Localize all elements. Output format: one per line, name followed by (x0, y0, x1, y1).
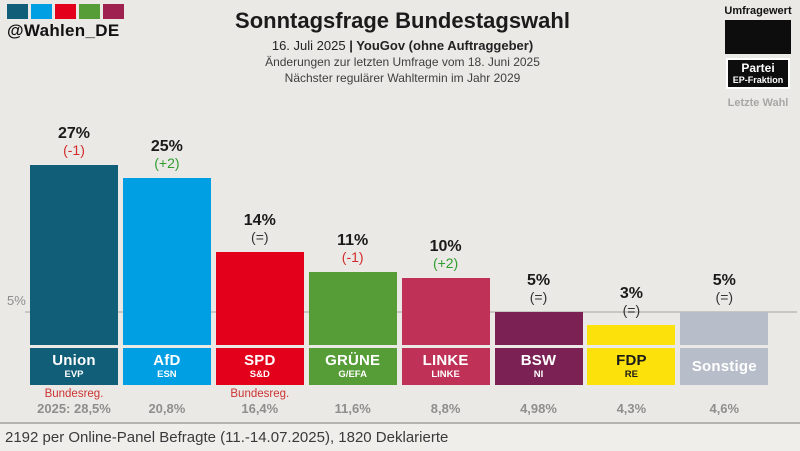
party-name: Union (52, 351, 96, 369)
logo-square (103, 4, 124, 19)
party-label-box: BSW NI (494, 348, 583, 385)
party-group: S&D (249, 369, 270, 381)
party-label-box: LINKE LINKE (401, 348, 490, 385)
bar-column: 25% (+2) AfD ESN 20,8% (122, 0, 211, 425)
legend-fraktion-label: EP-Fraktion (732, 75, 784, 86)
party-label-box: GRÜNE G/EFA (308, 348, 397, 385)
legend-umfragewert-label: Umfragewert (724, 5, 792, 17)
logo-square (31, 4, 52, 19)
party-name: GRÜNE (325, 351, 381, 369)
bar-value-label: 10% (+2) (402, 238, 490, 272)
bar-change: (+2) (154, 155, 180, 172)
bar-change: (-1) (341, 248, 364, 265)
bar (215, 251, 304, 345)
bar (587, 324, 676, 345)
bar (680, 311, 769, 345)
bar-column: 11% (-1) GRÜNE G/EFA 11,6% (308, 0, 397, 425)
party-label-box: Union EVP (30, 348, 118, 385)
party-label-box: AfD ESN (122, 348, 211, 385)
party-label-box: FDP RE (587, 348, 676, 385)
legend-partei-label: Partei (741, 61, 775, 75)
bar-column: 27% (-1) Union EVP Bundesreg. 2025: 28,5… (30, 0, 118, 425)
bar-value: 27% (57, 124, 91, 142)
bar-value-label: 3% (=) (587, 285, 675, 319)
bar-change: (=) (622, 301, 641, 318)
wahlen-de-logo: @Wahlen_DE (7, 4, 124, 41)
bar-value: 10% (429, 238, 462, 256)
bar-value: 11% (337, 231, 369, 249)
gov-note: Bundesreg. (44, 388, 104, 400)
bar-change: (=) (715, 288, 734, 305)
bar-value: 5% (526, 271, 551, 289)
bar (401, 278, 490, 345)
logo-square (55, 4, 76, 19)
bar-change: (=) (529, 288, 548, 305)
subtitle-date: 16. Juli 2025 (271, 38, 350, 53)
party-group: ESN (157, 369, 177, 381)
party-group: G/EFA (338, 369, 367, 381)
last-result: 4,98% (520, 401, 557, 416)
party-group: RE (624, 369, 638, 381)
bar-value: 14% (243, 211, 276, 229)
party-name: BSW (520, 351, 557, 369)
party-group: NI (533, 369, 544, 381)
legend-letzte-wahl-label: Letzte Wahl (727, 97, 789, 110)
legend-party-box-swatch: Partei EP-Fraktion (726, 58, 790, 90)
bar-value: 3% (619, 284, 643, 302)
legend-bar-swatch (725, 20, 791, 54)
last-result: 11,6% (334, 401, 371, 416)
logo-color-squares (7, 4, 124, 19)
subtitle-changes: Änderungen zur letzten Umfrage vom 18. J… (265, 55, 540, 69)
footer-sample-text: 2192 per Online-Panel Befragte (11.-14.0… (5, 429, 449, 446)
logo-handle: @Wahlen_DE (7, 21, 120, 40)
bar-column: 3% (=) FDP RE 4,3% (587, 0, 676, 425)
logo-square (7, 4, 28, 19)
party-name: LINKE (422, 351, 469, 369)
party-name: Sonstige (691, 357, 757, 375)
chart-legend: Umfragewert Partei EP-Fraktion Letzte Wa… (718, 5, 798, 109)
party-name: SPD (244, 351, 276, 369)
bar-value-label: 5% (=) (680, 272, 768, 306)
last-result: 8,8% (430, 401, 461, 416)
bar-column: 5% (=) Sonstige 4,6% (680, 0, 769, 425)
bar-change: (+2) (432, 255, 459, 272)
last-result: 16,4% (241, 401, 279, 416)
subtitle-next-election: Nächster regulärer Wahltermin im Jahr 20… (284, 71, 521, 85)
last-result: 2025: 28,5% (37, 401, 111, 416)
threshold-label: 5% (7, 293, 26, 308)
page-title: Sonntagsfrage Bundestagswahl (235, 8, 570, 33)
header-title-block: Sonntagsfrage Bundestagswahl 16. Juli 20… (115, 8, 690, 85)
party-group: LINKE (431, 369, 460, 381)
last-result: 4,6% (709, 401, 740, 416)
bar-value-label: 14% (=) (216, 212, 304, 246)
bar-value-label: 11% (-1) (309, 232, 397, 266)
bar (30, 164, 118, 345)
party-label-box: Sonstige (680, 348, 769, 385)
bar-value-label: 27% (-1) (30, 125, 118, 159)
subtitle-source: | YouGov (ohne Auftraggeber) (349, 38, 534, 53)
bar-value: 25% (150, 138, 183, 156)
bar (494, 311, 583, 345)
party-name: AfD (153, 351, 181, 369)
last-result: 4,3% (616, 401, 647, 416)
bar (122, 178, 211, 345)
bar-change: (=) (251, 228, 269, 245)
party-group: EVP (64, 369, 84, 381)
bar-value: 5% (712, 271, 736, 289)
party-name: FDP (616, 351, 647, 369)
bar-column: 14% (=) SPD S&D Bundesreg. 16,4% (215, 0, 304, 425)
bar-column: 10% (+2) LINKE LINKE 8,8% (401, 0, 490, 425)
bar-change: (-1) (63, 141, 85, 158)
bar-value-label: 25% (+2) (123, 138, 211, 172)
bar-value-label: 5% (=) (495, 272, 583, 306)
last-result: 20,8% (148, 401, 186, 416)
logo-square (79, 4, 100, 19)
bar (308, 271, 397, 345)
party-label-box: SPD S&D (215, 348, 304, 385)
subtitle-date-source: 16. Juli 2025 | YouGov (ohne Auftraggebe… (115, 38, 690, 53)
bar-column: 5% (=) BSW NI 4,98% (494, 0, 583, 425)
gov-note: Bundesreg. (230, 388, 290, 400)
footer-bar: 2192 per Online-Panel Befragte (11.-14.0… (0, 422, 800, 451)
